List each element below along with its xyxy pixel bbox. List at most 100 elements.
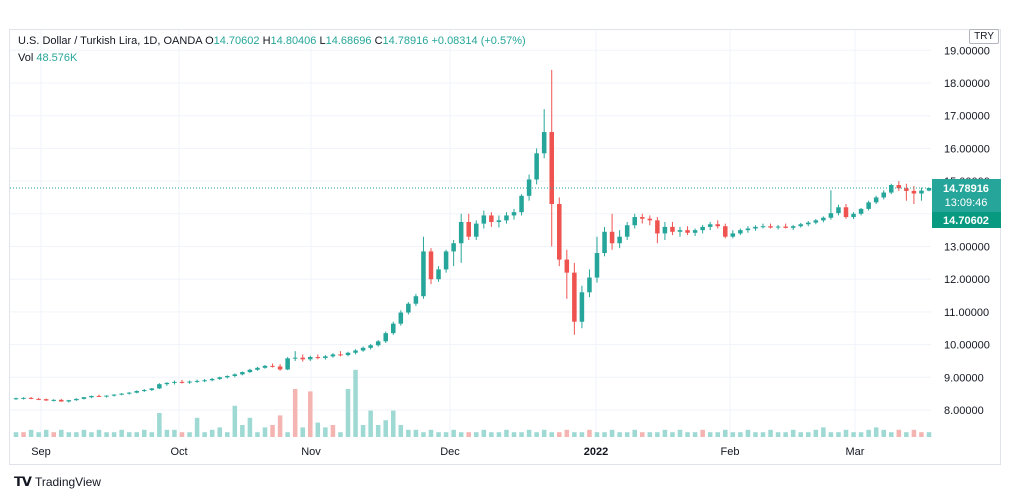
volume-bar (157, 413, 162, 437)
candle-body (262, 365, 268, 368)
volume-bar (149, 432, 155, 437)
candle-body (640, 217, 645, 219)
volume-bar (428, 429, 434, 437)
price-tick-label: 12.00000 (944, 274, 990, 286)
candle-body (194, 380, 200, 382)
volume-bar (790, 429, 796, 437)
candle-body (481, 215, 487, 224)
candle-body (451, 243, 456, 252)
candle-body (768, 226, 773, 228)
high-value: 14.80406 (270, 35, 317, 47)
volume-bar (609, 429, 615, 437)
candle-body (489, 215, 494, 222)
candle-body (602, 231, 607, 254)
volume-bar (217, 427, 222, 437)
time-axis: Sep Oct Nov Dec 2022 Feb Mar (31, 446, 865, 458)
volume-bar (398, 425, 404, 437)
volume-bar (292, 389, 298, 437)
volume-bar (458, 432, 464, 437)
volume-bar (783, 432, 788, 437)
countdown-label: 13:09:46 (945, 197, 988, 209)
candle-body (277, 366, 283, 370)
volume-bar (277, 415, 283, 437)
candle-body (66, 400, 72, 402)
candle-body (383, 333, 388, 342)
volume-bar (391, 410, 396, 437)
candle-body (594, 253, 600, 278)
volume-bar (375, 425, 381, 437)
time-tick-label: 2022 (584, 446, 608, 458)
volume-bar (813, 429, 819, 437)
candle-body (74, 398, 79, 401)
candle-body (617, 236, 622, 244)
currency-badge[interactable]: TRY (969, 29, 999, 44)
volume-bar (338, 432, 343, 437)
candle-body (126, 392, 132, 394)
volume-bar (624, 432, 630, 437)
candle-body (534, 153, 539, 180)
candle-body (111, 394, 117, 396)
time-tick-label: Feb (721, 446, 740, 458)
candle-body (813, 220, 819, 223)
volume-bar (572, 432, 577, 437)
volume-bar (526, 429, 532, 437)
candle-body (783, 226, 788, 228)
volume-bar (617, 432, 622, 437)
candle-body (798, 224, 803, 227)
grid (10, 30, 931, 438)
volume-bar (519, 432, 524, 437)
volume-bar (640, 432, 645, 437)
volume-bar (59, 429, 64, 437)
volume-bar (926, 432, 932, 437)
candle-body (655, 220, 660, 234)
volume-bar (700, 429, 705, 437)
time-tick-label: Mar (846, 446, 865, 458)
volume-bar (28, 429, 34, 437)
candle-body (368, 345, 373, 348)
candle-body (474, 223, 479, 237)
volume-bar (655, 432, 660, 437)
close-value: 14.78916 (382, 35, 429, 47)
volume-bar (896, 429, 902, 437)
candle-body (866, 202, 871, 209)
volume-bar (557, 432, 562, 437)
volume-legend: Vol 48.576K (18, 52, 77, 64)
volume-bar (504, 429, 509, 437)
volume-bar (21, 432, 26, 437)
volume-bar (194, 417, 200, 437)
footer[interactable]: 𝗧𝗩 TradingView (14, 474, 101, 490)
time-tick-label: Oct (170, 446, 187, 458)
volume-bar (104, 432, 109, 437)
symbol-legend: U.S. Dollar / Turkish Lira, 1D, OANDA O1… (18, 35, 526, 47)
candle-body (692, 230, 698, 233)
price-tick-label: 19.00000 (944, 45, 990, 57)
volume-bar (677, 429, 683, 437)
volume-bar (81, 429, 87, 437)
candle-body (247, 369, 253, 373)
open-price-label: 14.70602 (943, 215, 989, 227)
volume-bar (821, 427, 826, 437)
change-value: +0.08314 (+0.57%) (431, 35, 526, 47)
candle-body (292, 357, 298, 359)
candle-body (753, 226, 758, 229)
volume-bar (828, 432, 834, 437)
candle-body (579, 292, 585, 322)
volume-bar (511, 432, 517, 437)
candle-body (806, 222, 811, 225)
candle-body (285, 358, 290, 370)
candle-body (232, 374, 238, 376)
candle-body (541, 132, 547, 154)
price-badges: 14.78916 13:09:46 14.70602 (932, 178, 1001, 228)
candle-body (821, 217, 826, 221)
candle-body (873, 197, 879, 203)
volume-bar (240, 425, 245, 437)
candle-body (677, 230, 683, 232)
candle-body (413, 296, 419, 304)
candle-body (51, 399, 56, 401)
volume-bar (632, 429, 637, 437)
price-tick-label: 9.00000 (944, 372, 984, 384)
volume-bar (466, 432, 471, 437)
candle-body (911, 190, 917, 194)
candle-body (330, 354, 336, 357)
